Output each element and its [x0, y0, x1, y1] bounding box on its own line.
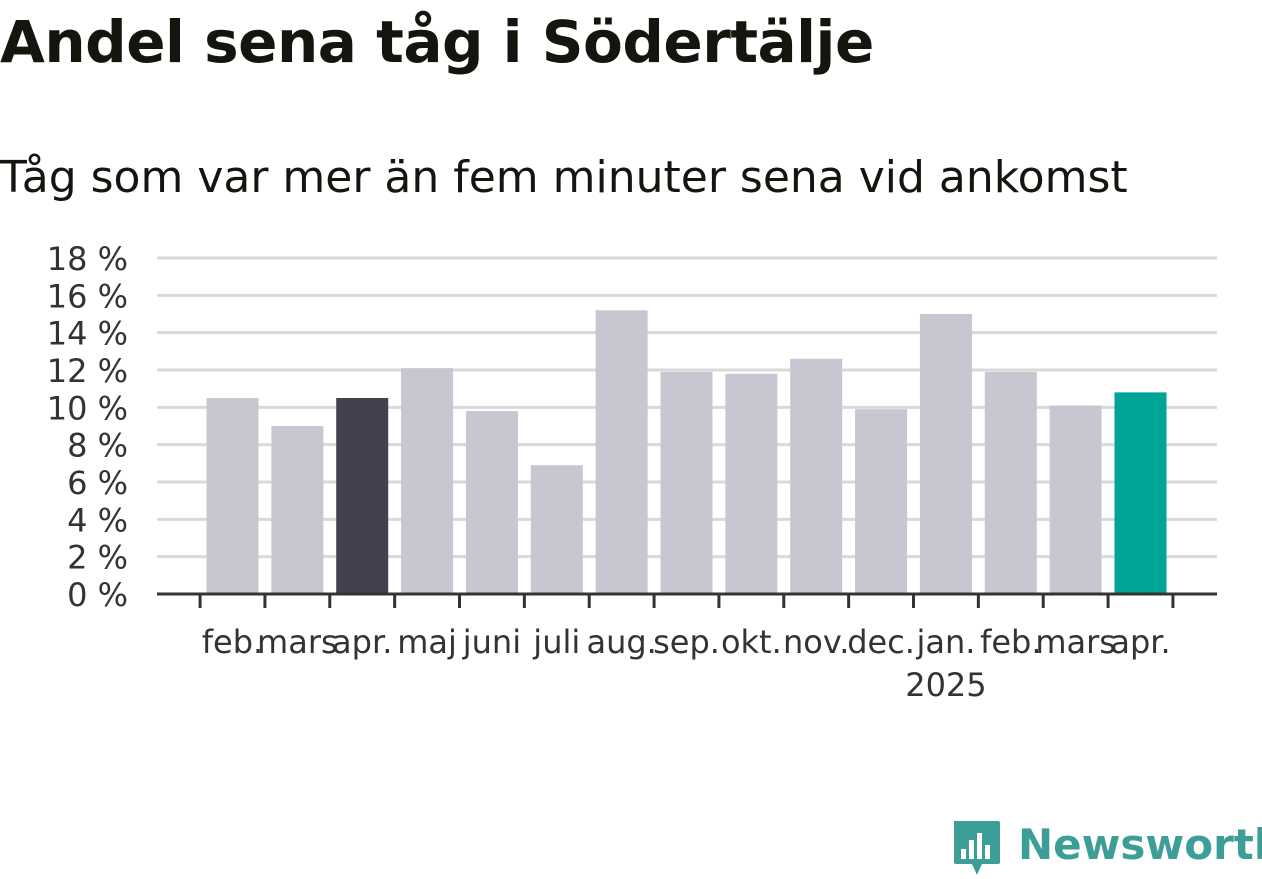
bar — [660, 371, 713, 594]
x-tick-label: mars — [1035, 623, 1116, 661]
bar — [336, 398, 389, 594]
bar-chart-speech-bubble-icon — [954, 821, 1000, 875]
y-tick-label: 10 % — [47, 389, 128, 427]
y-tick-label: 2 % — [67, 539, 128, 577]
y-tick-label: 4 % — [67, 501, 128, 539]
x-tick-label: dec. — [847, 623, 915, 661]
x-tick-label: nov. — [783, 623, 849, 661]
x-tick-label: okt. — [721, 623, 782, 661]
bar — [271, 426, 324, 594]
bar — [919, 314, 972, 594]
x-tick-label: juni — [462, 623, 521, 661]
y-tick-label: 14 % — [47, 315, 128, 353]
bar — [206, 398, 259, 594]
chart-subtitle: Tåg som var mer än fem minuter sena vid … — [0, 152, 1128, 203]
bar — [790, 358, 843, 594]
x-tick-label: juli — [532, 623, 580, 661]
bar — [595, 310, 648, 594]
x-year-label: 2025 — [905, 666, 986, 704]
bar — [401, 368, 454, 594]
brand-name: Newsworthy — [1018, 820, 1262, 869]
y-tick-label: 6 % — [67, 464, 128, 502]
chart-title: Andel sena tåg i Södertälje — [0, 8, 874, 76]
bar — [725, 373, 778, 594]
x-tick-label: aug. — [586, 623, 656, 661]
x-tick-label: apr. — [1110, 623, 1170, 661]
y-tick-label: 16 % — [47, 277, 128, 315]
bar — [1114, 392, 1167, 594]
x-tick-label: jan. — [915, 623, 975, 661]
x-tick-label: mars — [257, 623, 338, 661]
y-tick-label: 0 % — [67, 576, 128, 614]
x-tick-label: maj — [397, 623, 457, 661]
x-tick-label: apr. — [332, 623, 392, 661]
bar — [1049, 405, 1102, 594]
bar — [984, 371, 1037, 594]
x-tick-label: feb. — [980, 623, 1041, 661]
newsworthy-logo: Newsworthy — [951, 818, 1262, 879]
bar — [855, 409, 908, 594]
y-tick-label: 12 % — [47, 352, 128, 390]
x-tick-label: feb. — [202, 623, 263, 661]
bar — [530, 465, 583, 594]
bar-chart: 0 %2 %4 %6 %8 %10 %12 %14 %16 %18 %feb.m… — [47, 240, 1217, 704]
bar — [465, 411, 518, 594]
y-tick-label: 8 % — [67, 427, 128, 465]
x-tick-label: sep. — [653, 623, 720, 661]
y-tick-label: 18 % — [47, 240, 128, 278]
